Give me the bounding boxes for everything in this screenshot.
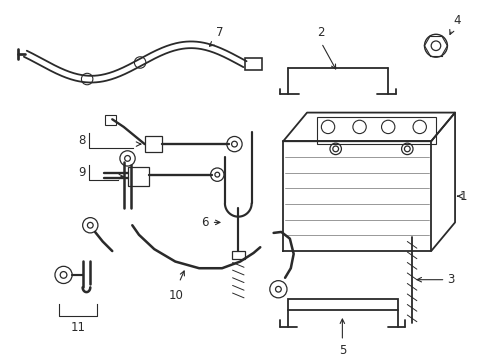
Bar (287, 299, 397, 310)
Bar (127, 167, 148, 186)
Bar (231, 251, 244, 259)
Bar (244, 58, 262, 70)
Text: 9: 9 (78, 166, 85, 179)
Text: 4: 4 (452, 14, 460, 27)
Text: 3: 3 (447, 273, 454, 286)
Bar (316, 117, 435, 144)
Bar (144, 136, 162, 152)
Bar (104, 116, 116, 125)
Text: 10: 10 (168, 289, 183, 302)
Text: 8: 8 (78, 134, 85, 147)
Text: 2: 2 (317, 26, 325, 39)
Text: 1: 1 (459, 190, 467, 203)
Text: 5: 5 (338, 344, 346, 357)
Text: 11: 11 (70, 321, 85, 334)
Text: 6: 6 (201, 216, 208, 229)
Text: 7: 7 (216, 26, 224, 39)
